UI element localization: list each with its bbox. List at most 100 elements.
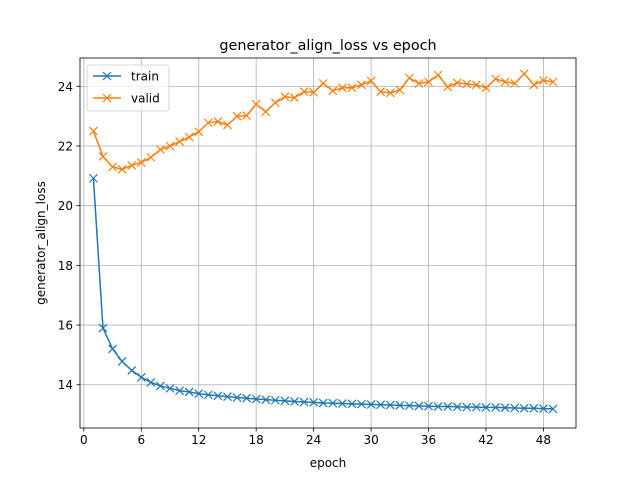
valid-point <box>376 87 386 97</box>
valid-point <box>270 98 280 108</box>
train-point <box>376 400 386 410</box>
train-point <box>471 402 481 412</box>
train-point <box>424 401 433 411</box>
train-point <box>194 389 204 399</box>
y-tick-label: 20 <box>58 199 73 213</box>
y-tick-label: 24 <box>58 80 73 94</box>
train-point <box>290 397 299 406</box>
valid-point <box>366 76 376 86</box>
valid-point <box>213 117 223 126</box>
train-point <box>165 383 175 393</box>
series-train <box>88 173 558 414</box>
valid-point <box>385 88 395 98</box>
valid-point <box>337 83 347 93</box>
axis-ticks: 0 6 12 18 24 30 36 42 48 14 16 18 20 22 24 <box>58 80 551 447</box>
train-point <box>347 399 357 409</box>
data-series <box>88 69 558 414</box>
series-valid <box>88 69 558 174</box>
train-point <box>452 402 462 412</box>
legend-label: valid <box>131 92 160 106</box>
train-point <box>156 381 165 391</box>
valid-point <box>510 78 520 88</box>
valid-point <box>318 78 328 88</box>
train-point <box>184 387 194 397</box>
train-point <box>299 397 309 407</box>
train-point <box>404 401 414 411</box>
chart-title: generator_align_loss vs epoch <box>219 38 436 54</box>
valid-point <box>424 77 433 87</box>
valid-point <box>299 87 309 97</box>
train-point <box>433 402 443 411</box>
valid-point <box>232 111 242 121</box>
train-point <box>136 372 146 382</box>
valid-point <box>328 86 338 96</box>
train-point <box>539 404 548 414</box>
valid-point <box>548 77 558 87</box>
valid-point <box>309 87 319 97</box>
legend-item-train: train <box>93 70 159 84</box>
plot-area-frame <box>79 57 577 429</box>
valid-point <box>127 160 137 170</box>
valid-point <box>146 152 156 162</box>
valid-point <box>242 111 252 121</box>
valid-point <box>500 77 510 87</box>
train-point <box>146 377 156 387</box>
valid-point <box>175 137 185 146</box>
train-point <box>88 173 98 183</box>
x-tick-label: 24 <box>306 433 321 447</box>
x-tick-label: 12 <box>191 433 206 447</box>
train-point <box>270 395 280 405</box>
train-point <box>385 400 395 410</box>
train-point <box>203 390 213 400</box>
train-point <box>548 404 558 414</box>
train-point <box>251 394 261 404</box>
train-point <box>127 365 137 375</box>
valid-point <box>395 85 405 95</box>
legend-swatch-marker <box>102 71 112 81</box>
valid-point <box>194 127 204 137</box>
train-point <box>366 400 376 409</box>
train-point <box>98 323 108 333</box>
valid-point <box>165 141 175 151</box>
legend-swatch-marker <box>102 93 112 103</box>
valid-point <box>529 80 539 90</box>
valid-point <box>156 145 165 155</box>
train-point <box>261 395 271 405</box>
x-tick-label: 0 <box>80 433 88 447</box>
train-point <box>443 402 453 411</box>
y-tick-label: 14 <box>58 378 73 392</box>
legend-label: train <box>131 70 159 84</box>
train-point <box>519 403 529 413</box>
legend: train valid <box>86 64 170 112</box>
train-point <box>529 403 539 413</box>
train-point <box>242 393 252 403</box>
valid-point <box>539 75 548 85</box>
train-point <box>318 398 328 408</box>
valid-point <box>443 82 453 92</box>
valid-point <box>98 152 108 161</box>
x-axis-label: epoch <box>310 456 347 470</box>
x-tick-label: 42 <box>478 433 493 447</box>
train-point <box>108 344 117 354</box>
valid-point <box>184 132 194 142</box>
x-tick-label: 18 <box>249 433 264 447</box>
valid-point <box>261 107 271 117</box>
x-tick-label: 30 <box>363 433 378 447</box>
train-point <box>337 399 347 408</box>
train-point <box>175 386 185 396</box>
valid-point <box>452 78 462 88</box>
valid-point <box>433 70 443 80</box>
train-point <box>280 396 290 406</box>
train-point <box>491 402 500 412</box>
valid-point <box>136 158 146 167</box>
train-point <box>213 391 223 401</box>
valid-point <box>471 80 481 90</box>
valid-point <box>414 78 424 88</box>
x-tick-label: 36 <box>421 433 436 447</box>
train-point <box>357 399 366 409</box>
legend-item-valid: valid <box>93 92 160 106</box>
x-tick-label: 48 <box>536 433 551 447</box>
y-tick-label: 22 <box>58 140 73 154</box>
train-point <box>481 402 491 412</box>
